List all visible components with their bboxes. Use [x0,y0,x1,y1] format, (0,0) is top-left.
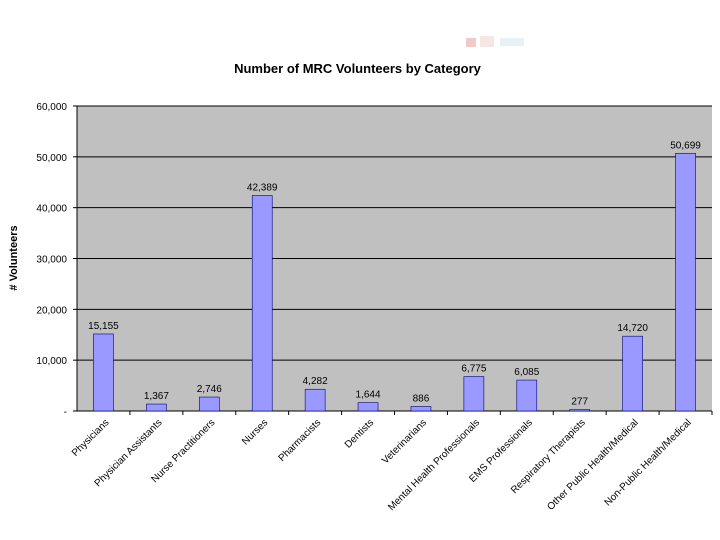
y-tick-label: 10,000 [36,356,67,367]
x-tick-label: Veterinarians [380,417,429,466]
chart-title: Number of MRC Volunteers by Category [234,61,481,76]
y-tick-label: 30,000 [36,255,67,266]
bar [146,403,167,412]
data-label: 50,699 [670,140,701,151]
bar [93,333,114,412]
bar [622,335,643,412]
bar [516,379,538,412]
y-tick-label: 40,000 [36,204,67,215]
data-label: 1,367 [144,391,169,402]
bar [198,396,220,412]
x-tick-label: Dentists [343,417,376,450]
data-label: 4,282 [303,376,328,387]
data-label: 42,389 [247,183,278,194]
y-tick-label: - [64,407,67,418]
x-tick-label: Other Public Health/Medical [545,417,640,512]
data-label: 886 [413,393,430,404]
data-label: 6,085 [514,367,539,378]
x-tick-label: Physicians [70,417,112,459]
bar [304,388,326,412]
data-label: 1,644 [356,390,381,401]
data-label: 277 [571,397,588,408]
data-label: 6,775 [461,364,486,375]
data-label: 15,155 [88,321,119,332]
logo-mark-icon [466,36,530,48]
bar [357,402,379,412]
bar [251,195,273,412]
y-tick-label: 60,000 [36,102,67,113]
data-label: 2,746 [197,384,222,395]
bar [569,409,591,412]
x-tick-label: Mental Health Professionals [386,417,482,513]
data-label: 14,720 [617,323,648,334]
x-tick-label: Nurses [240,417,270,447]
bar [463,376,485,412]
y-tick-label: 50,000 [36,153,67,164]
x-tick-label: Non-Public Health/Medical [603,417,694,508]
bar [410,406,432,412]
x-tick-label: Pharmacists [277,417,324,464]
bar [675,152,696,412]
y-tick-label: 20,000 [36,305,67,316]
